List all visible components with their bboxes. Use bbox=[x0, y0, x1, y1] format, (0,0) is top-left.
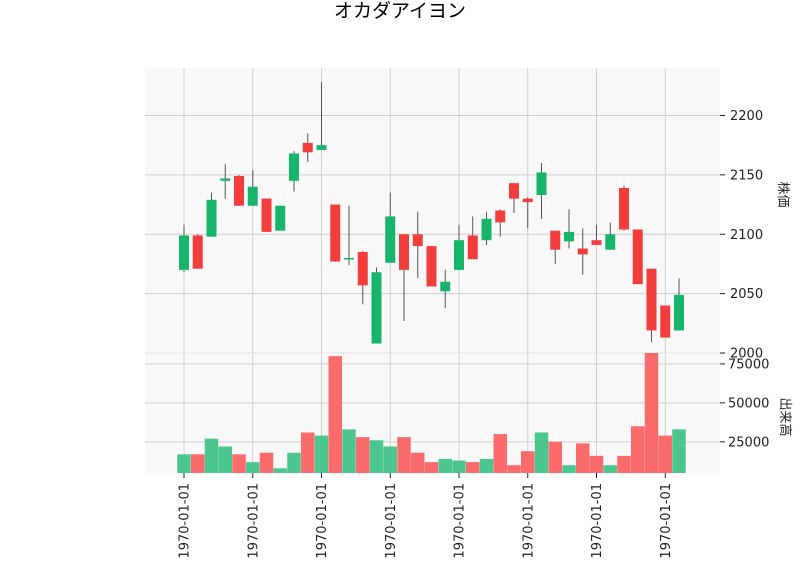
candle-body bbox=[344, 258, 354, 260]
candle-body bbox=[247, 186, 258, 206]
candle-body bbox=[495, 210, 506, 223]
candle-body bbox=[302, 142, 313, 153]
candle-body bbox=[385, 216, 396, 263]
volume-bar bbox=[191, 454, 205, 473]
candle-body bbox=[440, 281, 451, 292]
volume-bar bbox=[273, 468, 287, 473]
volume-tick-label: 25000 bbox=[728, 435, 769, 450]
volume-bar bbox=[534, 432, 549, 473]
volume-bar bbox=[356, 437, 370, 473]
candle-body bbox=[467, 235, 478, 260]
volume-bar bbox=[301, 432, 315, 473]
volume-bar bbox=[259, 452, 274, 473]
x-tick-label: 1970-01-01 bbox=[590, 483, 605, 559]
candle-body bbox=[550, 230, 561, 250]
price-tick-label: 2050 bbox=[730, 287, 763, 302]
candle-body bbox=[275, 205, 286, 231]
candle-body bbox=[577, 248, 588, 255]
volume-bar bbox=[411, 452, 425, 473]
volume-bar bbox=[576, 443, 590, 473]
volume-bar bbox=[369, 440, 384, 473]
volume-bar bbox=[383, 446, 397, 473]
candle-body bbox=[261, 198, 272, 232]
candle-body bbox=[564, 231, 574, 242]
volume-bar bbox=[438, 458, 452, 473]
volume-bar bbox=[507, 465, 521, 473]
candle-body bbox=[646, 268, 657, 331]
volume-bar bbox=[521, 451, 535, 473]
x-tick-label: 1970-01-01 bbox=[659, 483, 674, 559]
candle-body bbox=[605, 234, 616, 250]
volume-axis-label: 出来高 bbox=[777, 397, 793, 436]
volume-bar bbox=[204, 438, 219, 473]
x-tick-label: 1970-01-01 bbox=[178, 483, 193, 559]
volume-bar bbox=[548, 441, 562, 473]
candle-body bbox=[371, 272, 382, 344]
candle-body bbox=[454, 240, 464, 270]
volume-bar bbox=[246, 462, 260, 473]
volume-bars bbox=[177, 353, 686, 473]
x-tick-label: 1970-01-01 bbox=[384, 483, 399, 559]
candle-body bbox=[660, 305, 671, 338]
volume-bar bbox=[672, 429, 686, 473]
candle-body bbox=[234, 176, 244, 206]
x-tick-label: 1970-01-01 bbox=[315, 483, 330, 559]
volume-bar bbox=[177, 454, 191, 473]
price-tick-label: 2100 bbox=[730, 228, 763, 243]
volume-bar bbox=[218, 446, 232, 473]
candle-body bbox=[330, 204, 341, 262]
price-axis-label: 株価 bbox=[775, 181, 790, 207]
volume-tick-label: 75000 bbox=[728, 357, 769, 372]
volume-bar bbox=[232, 454, 246, 473]
candle-body bbox=[481, 218, 492, 241]
candle-body bbox=[674, 294, 684, 331]
x-tick-label: 1970-01-01 bbox=[246, 483, 261, 559]
candle-body bbox=[426, 246, 437, 287]
candle-body bbox=[619, 187, 629, 230]
volume-bar bbox=[617, 455, 631, 473]
volume-tick-label: 50000 bbox=[728, 396, 769, 411]
volume-bar bbox=[658, 435, 672, 473]
volume-bar bbox=[479, 458, 494, 473]
price-tick-label: 2150 bbox=[730, 168, 763, 183]
volume-panel-background bbox=[145, 353, 720, 473]
volume-bar bbox=[452, 460, 466, 473]
candle-body bbox=[206, 199, 217, 237]
x-tick-label: 1970-01-01 bbox=[453, 483, 468, 559]
volume-bar bbox=[603, 465, 617, 473]
volume-bar bbox=[493, 434, 507, 473]
volume-bar bbox=[287, 452, 301, 473]
candle-body bbox=[509, 183, 519, 199]
candle-body bbox=[536, 172, 547, 196]
candle-body bbox=[316, 145, 327, 150]
candle-body bbox=[591, 240, 602, 245]
price-tick-label: 2000 bbox=[730, 347, 763, 362]
candle-body bbox=[412, 234, 423, 247]
volume-bar bbox=[342, 429, 356, 473]
candle-body bbox=[632, 229, 643, 285]
candle-body bbox=[399, 234, 409, 270]
price-panel-background bbox=[145, 68, 720, 353]
price-tick-label: 2200 bbox=[730, 109, 763, 124]
volume-bar bbox=[644, 353, 659, 473]
volume-bar bbox=[466, 462, 480, 473]
candle-body bbox=[289, 153, 299, 181]
candle-body bbox=[179, 235, 189, 270]
candles bbox=[179, 82, 684, 344]
volume-bar bbox=[328, 356, 342, 473]
candle-body bbox=[522, 198, 533, 203]
volume-bar bbox=[589, 455, 604, 473]
volume-bar bbox=[631, 426, 645, 473]
candle-body bbox=[357, 252, 368, 286]
x-tick-label: 1970-01-01 bbox=[521, 483, 536, 559]
volume-bar bbox=[562, 465, 576, 473]
volume-bar bbox=[314, 435, 329, 473]
candle-body bbox=[220, 178, 231, 181]
chart-title: オカダアイヨン bbox=[334, 0, 466, 22]
volume-bar bbox=[397, 437, 411, 473]
axes: 2000 2050 2100 2150 2200 25000 50000 75000 1970-… bbox=[178, 109, 770, 559]
volume-bar bbox=[424, 462, 439, 473]
candle-body bbox=[192, 235, 203, 269]
